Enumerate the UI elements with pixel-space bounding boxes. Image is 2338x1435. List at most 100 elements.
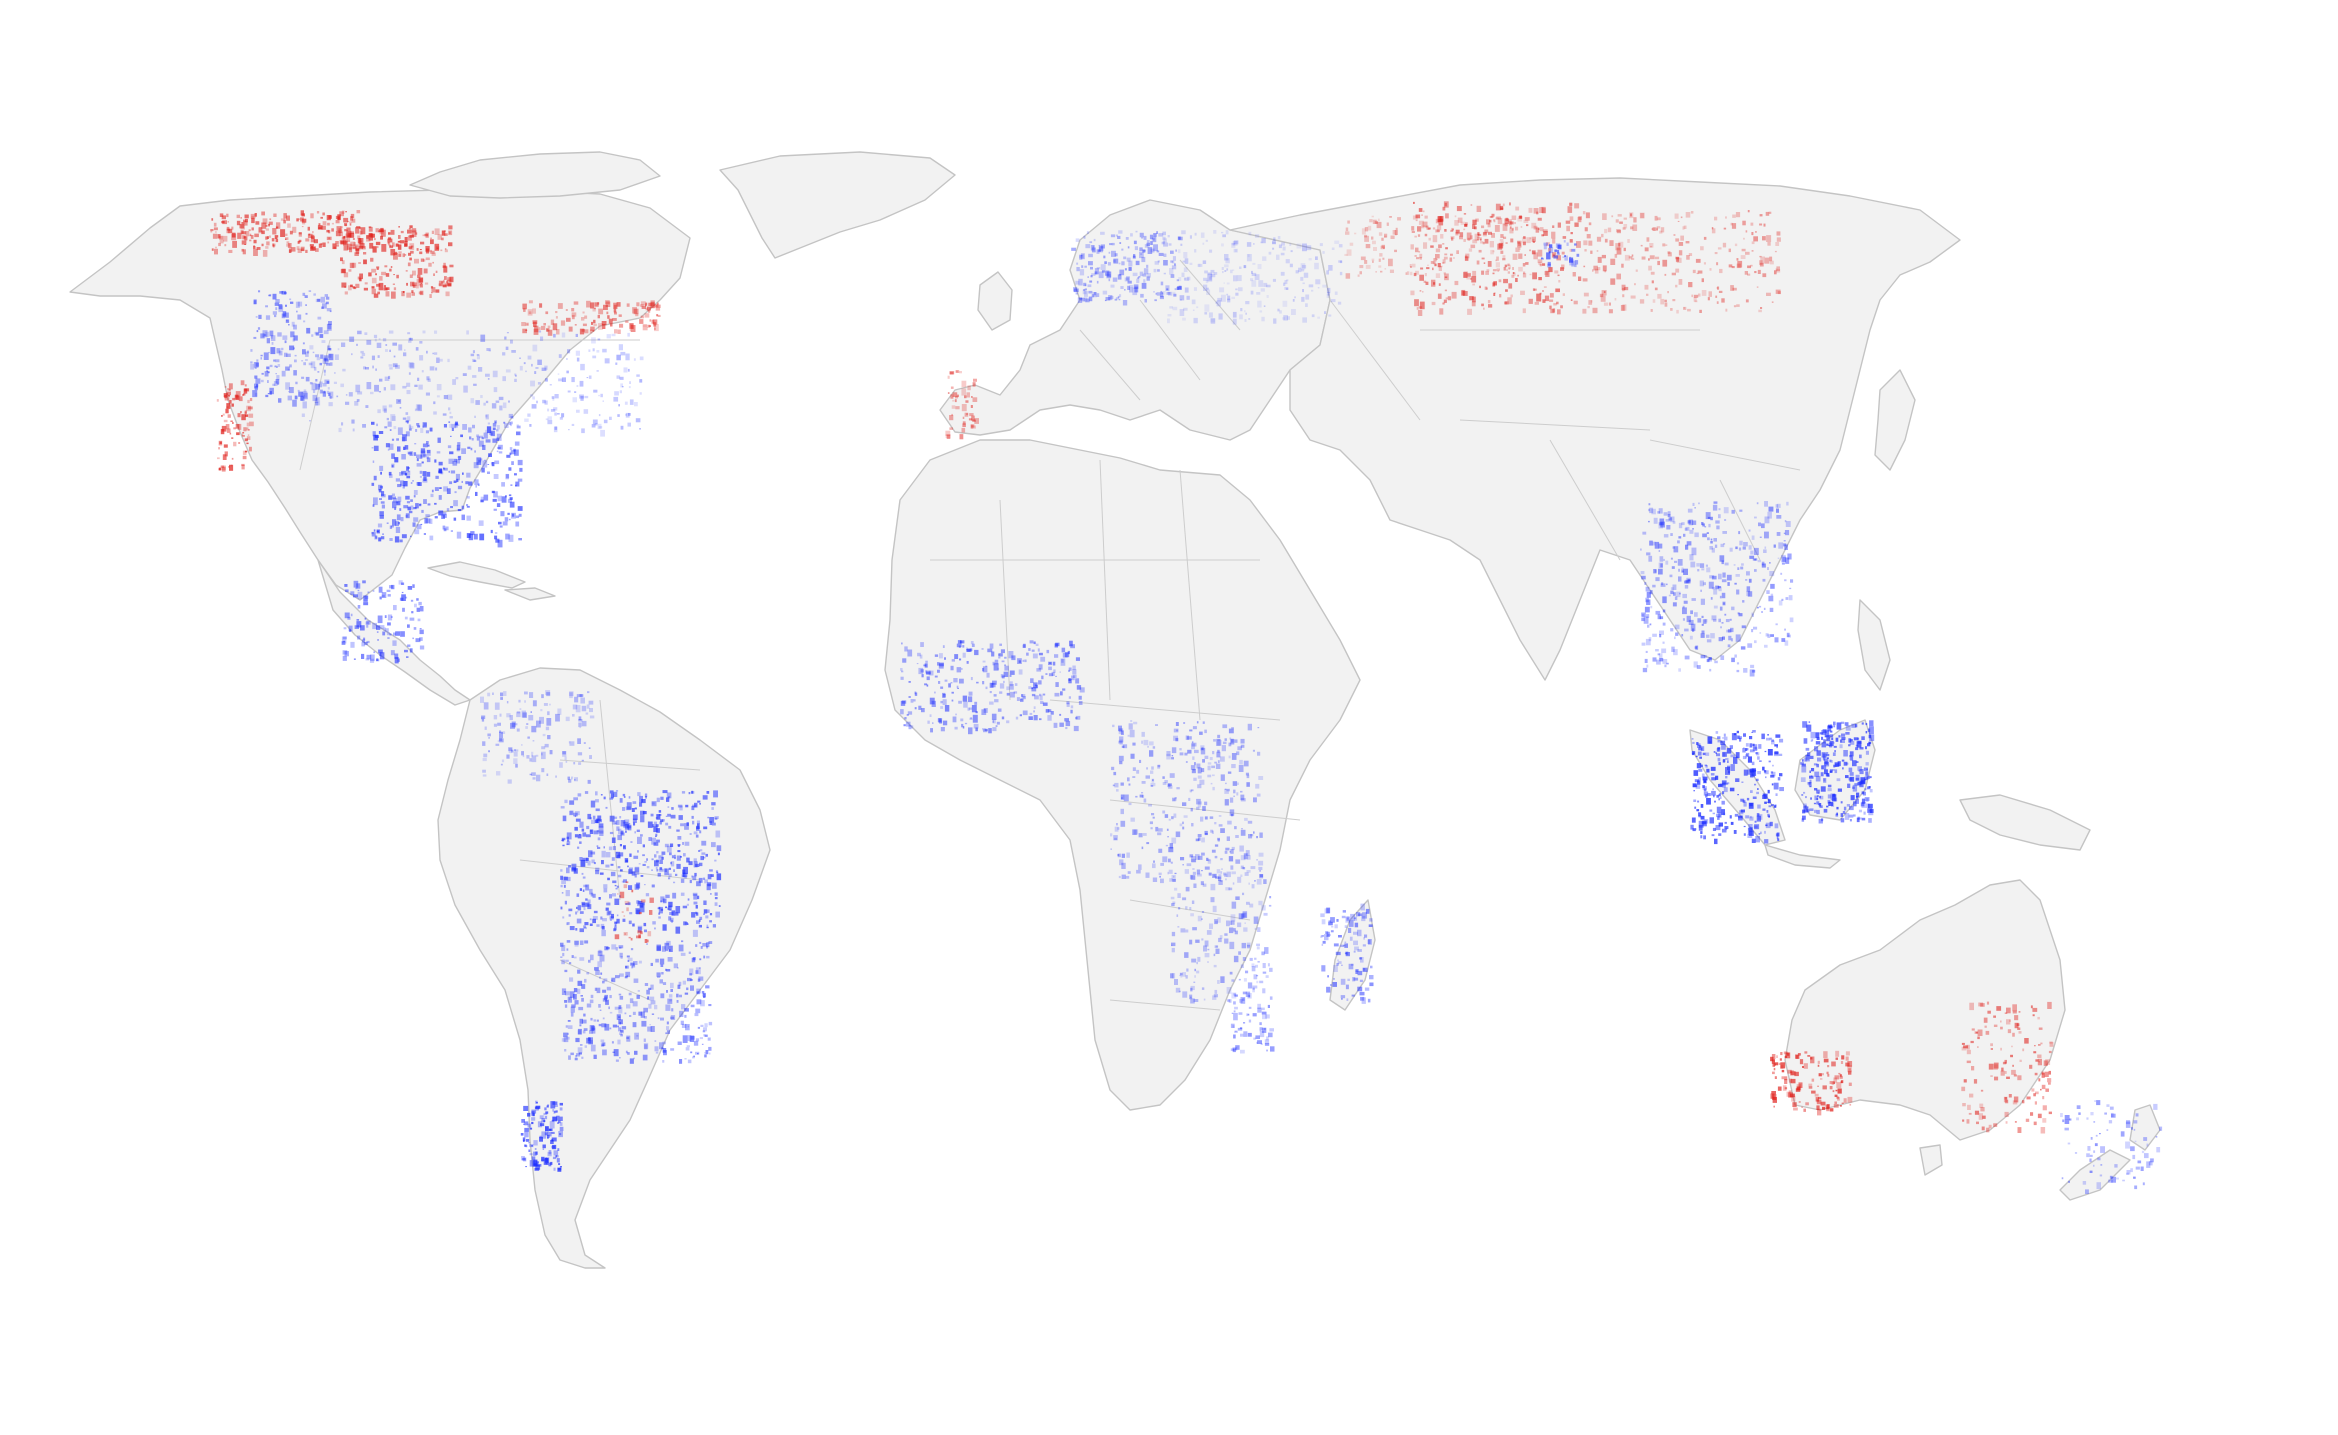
change-pixel — [1240, 794, 1245, 801]
change-pixel — [241, 222, 245, 225]
change-pixel — [1214, 844, 1219, 847]
change-pixel — [343, 627, 347, 630]
change-pixel — [1125, 237, 1129, 240]
change-pixel — [315, 379, 318, 382]
change-pixel — [442, 514, 447, 518]
change-pixel — [1547, 261, 1551, 266]
change-pixel — [1414, 235, 1417, 238]
change-pixel — [1517, 241, 1520, 244]
change-pixel — [592, 893, 596, 898]
change-pixel — [612, 846, 616, 851]
change-pixel — [625, 353, 630, 361]
change-pixel — [616, 826, 620, 831]
change-pixel — [1463, 238, 1466, 242]
change-pixel — [1671, 272, 1676, 276]
change-pixel — [386, 522, 389, 524]
change-pixel — [387, 242, 390, 244]
change-pixel — [1535, 227, 1540, 233]
change-pixel — [320, 216, 323, 219]
change-pixel — [1414, 299, 1419, 307]
change-pixel — [618, 1019, 623, 1025]
change-pixel — [1176, 914, 1179, 917]
change-pixel — [574, 324, 577, 326]
change-pixel — [551, 1137, 557, 1142]
change-pixel — [363, 287, 368, 291]
change-pixel — [649, 1024, 651, 1026]
change-pixel — [404, 349, 406, 351]
change-pixel — [616, 885, 619, 888]
change-pixel — [1493, 293, 1496, 296]
change-pixel — [412, 284, 416, 288]
change-pixel — [600, 972, 603, 975]
change-pixel — [397, 496, 402, 502]
change-pixel — [1083, 297, 1088, 302]
change-pixel — [1064, 652, 1070, 658]
change-pixel — [499, 713, 502, 717]
change-pixel — [1088, 296, 1093, 302]
change-pixel — [1211, 849, 1216, 853]
change-pixel — [564, 756, 567, 760]
change-pixel — [582, 311, 585, 314]
change-pixel — [676, 1000, 679, 1003]
change-pixel — [656, 944, 661, 951]
change-pixel — [571, 776, 574, 779]
change-pixel — [1683, 306, 1687, 310]
change-pixel — [398, 226, 400, 228]
change-pixel — [450, 530, 453, 532]
change-pixel — [574, 815, 577, 817]
change-pixel — [710, 893, 712, 895]
change-pixel — [531, 1117, 536, 1121]
change-pixel — [1062, 653, 1068, 658]
change-pixel — [570, 1006, 575, 1013]
change-pixel — [596, 924, 600, 927]
change-pixel — [256, 384, 259, 387]
change-pixel — [376, 267, 379, 270]
change-pixel — [1345, 231, 1350, 235]
change-pixel — [1522, 241, 1526, 246]
change-pixel — [509, 452, 512, 456]
change-pixel — [1571, 260, 1576, 267]
change-pixel — [262, 218, 268, 224]
change-pixel — [1032, 653, 1038, 659]
change-pixel — [244, 244, 246, 245]
change-pixel — [1119, 269, 1125, 276]
change-pixel — [934, 675, 938, 678]
change-pixel — [646, 997, 650, 1000]
change-pixel — [707, 816, 709, 819]
change-pixel — [942, 645, 945, 648]
change-pixel — [1692, 269, 1696, 274]
change-pixel — [1261, 238, 1266, 244]
change-pixel — [989, 643, 994, 649]
change-pixel — [1682, 226, 1685, 230]
change-pixel — [1553, 255, 1558, 259]
change-pixel — [1190, 998, 1195, 1004]
change-pixel — [522, 1137, 526, 1142]
change-pixel — [500, 763, 503, 766]
change-pixel — [1238, 951, 1241, 955]
change-pixel — [506, 754, 510, 759]
change-pixel — [1584, 249, 1587, 252]
change-pixel — [1240, 308, 1243, 312]
change-pixel — [325, 359, 329, 365]
change-pixel — [680, 952, 686, 956]
change-pixel — [597, 338, 601, 341]
change-pixel — [426, 449, 431, 456]
change-pixel — [680, 1020, 684, 1025]
change-pixel — [619, 1032, 623, 1035]
change-pixel — [1269, 896, 1272, 899]
change-pixel — [1152, 816, 1155, 819]
change-pixel — [217, 234, 221, 239]
change-pixel — [1190, 996, 1192, 998]
change-pixel — [549, 1121, 555, 1129]
change-pixel — [656, 869, 659, 872]
change-pixel — [359, 243, 365, 248]
change-pixel — [549, 1129, 552, 1131]
change-pixel — [1006, 720, 1010, 724]
change-pixel — [501, 482, 505, 487]
change-pixel — [326, 229, 330, 233]
change-pixel — [1190, 987, 1193, 992]
change-pixel — [1091, 294, 1094, 298]
change-pixel — [416, 454, 419, 458]
change-pixel — [496, 429, 499, 432]
change-pixel — [1160, 281, 1164, 286]
